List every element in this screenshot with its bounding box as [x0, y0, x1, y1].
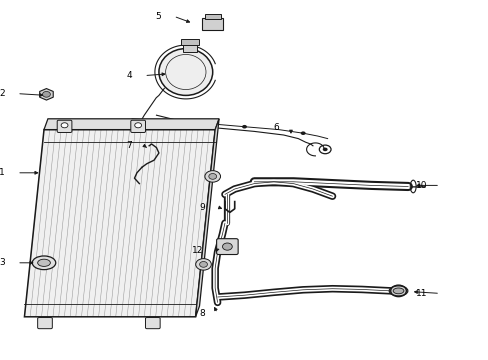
- Bar: [204, 14, 220, 19]
- FancyBboxPatch shape: [145, 318, 160, 329]
- Circle shape: [42, 91, 50, 97]
- Text: 3: 3: [0, 258, 5, 267]
- Text: 2: 2: [0, 89, 5, 98]
- Circle shape: [168, 121, 173, 124]
- Bar: [202, 18, 223, 30]
- Polygon shape: [40, 89, 53, 100]
- Text: 8: 8: [199, 309, 205, 318]
- Circle shape: [322, 148, 327, 151]
- FancyBboxPatch shape: [216, 239, 238, 255]
- Circle shape: [208, 174, 216, 179]
- Text: 1: 1: [0, 168, 5, 177]
- Ellipse shape: [392, 288, 403, 294]
- Text: 10: 10: [415, 181, 427, 190]
- Text: 11: 11: [415, 289, 427, 298]
- Circle shape: [242, 125, 246, 129]
- Circle shape: [134, 123, 142, 128]
- Bar: [181, 39, 198, 45]
- Polygon shape: [44, 119, 219, 130]
- Text: 12: 12: [191, 246, 203, 255]
- Circle shape: [204, 171, 220, 182]
- FancyBboxPatch shape: [130, 120, 145, 132]
- Text: 7: 7: [126, 141, 132, 150]
- Polygon shape: [24, 130, 215, 317]
- Ellipse shape: [38, 259, 50, 266]
- Circle shape: [300, 131, 305, 135]
- Text: 9: 9: [199, 202, 205, 211]
- Text: 5: 5: [155, 12, 161, 21]
- Text: 4: 4: [126, 71, 132, 80]
- Polygon shape: [195, 119, 219, 317]
- Ellipse shape: [388, 286, 407, 296]
- Circle shape: [222, 243, 232, 250]
- Ellipse shape: [32, 256, 56, 270]
- Bar: [183, 44, 196, 52]
- Circle shape: [199, 261, 207, 267]
- Circle shape: [61, 123, 68, 128]
- FancyBboxPatch shape: [57, 120, 72, 132]
- Circle shape: [195, 258, 211, 270]
- Text: 6: 6: [272, 123, 278, 132]
- Ellipse shape: [159, 49, 212, 95]
- FancyBboxPatch shape: [38, 318, 52, 329]
